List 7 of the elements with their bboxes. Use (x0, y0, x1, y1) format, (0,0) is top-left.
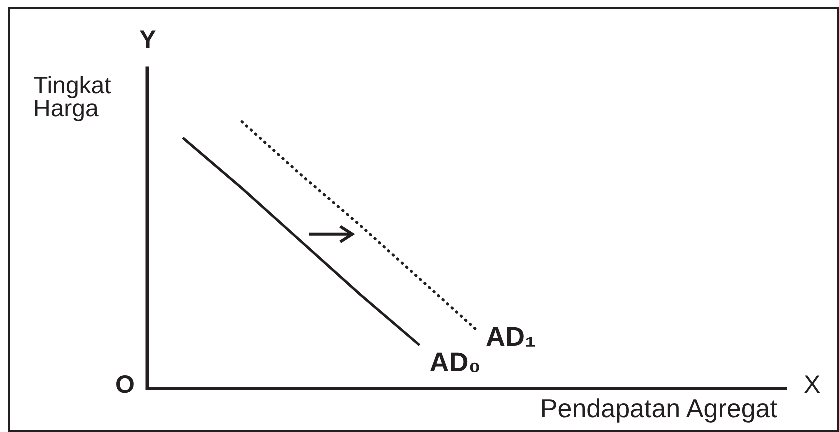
x-axis-title: Pendapatan Agregat (540, 394, 778, 424)
series-label: AD₀ (430, 347, 481, 378)
y-axis-title: Tingkat Harga (34, 72, 112, 122)
text: Y (140, 26, 157, 54)
series-label: AD₁ (486, 322, 536, 352)
text: O (116, 371, 135, 399)
text: X (804, 371, 821, 399)
